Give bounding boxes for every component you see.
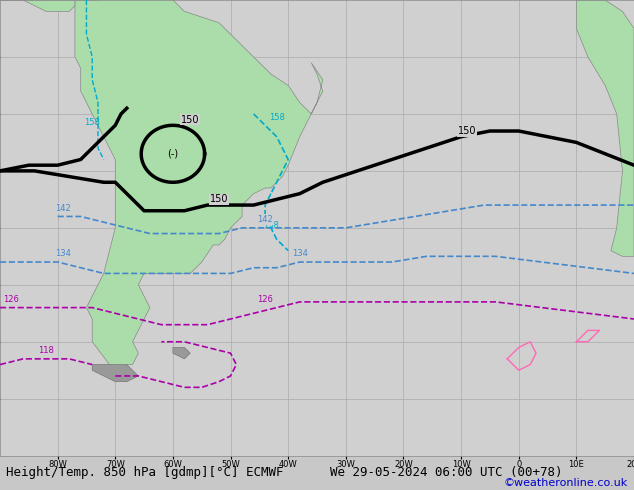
Polygon shape [92,365,138,382]
Text: 158: 158 [263,221,279,230]
Text: We 29-05-2024 06:00 UTC (00+78): We 29-05-2024 06:00 UTC (00+78) [330,466,562,479]
Text: 150: 150 [458,126,476,136]
Polygon shape [75,0,323,370]
Text: 118: 118 [38,346,54,355]
Text: 134: 134 [55,249,72,258]
Text: Height/Temp. 850 hPa [gdmp][°C] ECMWF: Height/Temp. 850 hPa [gdmp][°C] ECMWF [6,466,284,479]
Text: 150: 150 [210,195,228,204]
Text: 150: 150 [181,115,200,124]
Text: 142: 142 [257,215,273,224]
Text: 134: 134 [292,249,307,258]
Polygon shape [0,0,75,11]
Polygon shape [576,0,634,256]
Text: ©weatheronline.co.uk: ©weatheronline.co.uk [503,478,628,488]
Text: 158: 158 [84,118,100,127]
Text: 142: 142 [56,204,71,213]
Polygon shape [173,347,190,359]
Text: (-): (-) [167,149,179,159]
Text: 126: 126 [257,295,273,304]
Text: 126: 126 [4,295,20,304]
Text: 158: 158 [269,113,285,122]
